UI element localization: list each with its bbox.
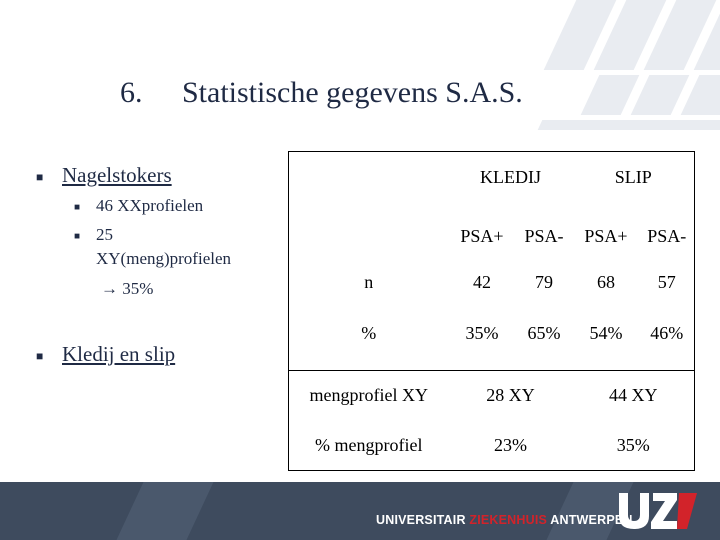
group-header-kledij: KLEDIJ — [480, 167, 541, 188]
square-bullet-icon: ■ — [36, 169, 44, 184]
header-decoration — [420, 0, 720, 140]
footer-stripe — [116, 482, 214, 540]
table-subheader-row: PSA+ PSA- PSA+ PSA- — [289, 204, 695, 269]
table-row-mengprofiel: mengprofiel XY 28 XY 44 XY — [288, 370, 695, 421]
table-row-pct: % 35% 65% 54% 46% — [289, 297, 695, 371]
brand-part-universitair: UNIVERSITAIR — [376, 513, 470, 527]
arrow-text: 35% — [122, 279, 154, 298]
square-bullet-icon: ■ — [74, 201, 81, 213]
uza-logo-icon — [619, 493, 697, 529]
table-row-n: n 42 79 68 57 — [289, 269, 695, 297]
bullet-text: Nagelstokers — [62, 163, 172, 187]
table-cell: 46% — [650, 322, 684, 343]
bullet-nagelstokers: ■ Nagelstokers — [36, 163, 172, 188]
statistics-table: KLEDIJ SLIP PSA+ PSA- PSA+ PSA- n 42 79 … — [288, 151, 695, 471]
table-cell: 79 — [535, 272, 553, 292]
table-cell: 54% — [589, 322, 623, 343]
square-bullet-icon: ■ — [36, 348, 44, 363]
subheader-cell: PSA+ — [460, 225, 504, 246]
table-cell: 35% — [616, 434, 650, 455]
bullet-text: Kledij en slip — [62, 342, 176, 366]
subheader-cell: PSA+ — [584, 225, 628, 246]
right-arrow-icon: → — [101, 279, 118, 298]
square-bullet-icon: ■ — [74, 230, 81, 242]
slide-title: 6. Statistische gegevens S.A.S. — [120, 76, 523, 110]
footer-bar — [0, 482, 720, 540]
table-cell: 23% — [494, 434, 527, 455]
brand-part-antwerpen: ANTWERPEN — [547, 513, 633, 527]
table-cell-empty — [289, 152, 449, 204]
sub-bullet-xx: ■ 46 XXprofielen — [74, 196, 203, 216]
row-label: mengprofiel XY — [288, 370, 449, 421]
table-cell: 57 — [657, 272, 676, 292]
subheader-cell: PSA- — [647, 225, 687, 246]
sub-bullet-xy: ■ 25 — [74, 225, 113, 245]
footer-brand-text: UNIVERSITAIR ZIEKENHUIS ANTWERPEN — [376, 513, 633, 527]
table-cell: 68 — [597, 272, 615, 292]
title-number: 6. — [120, 76, 143, 109]
table-cell: 28 XY — [448, 370, 573, 421]
sub-bullet-text: 46 XXprofielen — [96, 196, 204, 215]
table-cell-empty — [289, 204, 449, 269]
group-header-slip: SLIP — [614, 167, 652, 188]
subheader-cell: PSA- — [524, 225, 564, 246]
table-cell: 35% — [465, 322, 499, 343]
bullet-kledij-slip: ■ Kledij en slip — [36, 342, 175, 367]
row-label: % — [361, 322, 377, 343]
sub-bullet-text: 25 — [96, 225, 113, 244]
row-label: n — [364, 272, 374, 292]
table-cell: 65% — [527, 322, 561, 343]
sub-bullet-xy-cont: XY(meng)profielen — [96, 249, 232, 268]
arrow-line: → 35% — [101, 279, 153, 299]
row-label: % mengprofiel — [315, 434, 423, 455]
brand-part-ziekenhuis: ZIEKENHUIS — [469, 513, 548, 527]
title-text: Statistische gegevens S.A.S. — [182, 76, 523, 109]
table-cell: 44 XY — [572, 370, 695, 421]
table-cell: 42 — [473, 272, 491, 292]
table-group-header-row: KLEDIJ SLIP — [289, 152, 695, 204]
table-row-pct-mengprofiel: % mengprofiel 23% 35% — [289, 421, 695, 471]
